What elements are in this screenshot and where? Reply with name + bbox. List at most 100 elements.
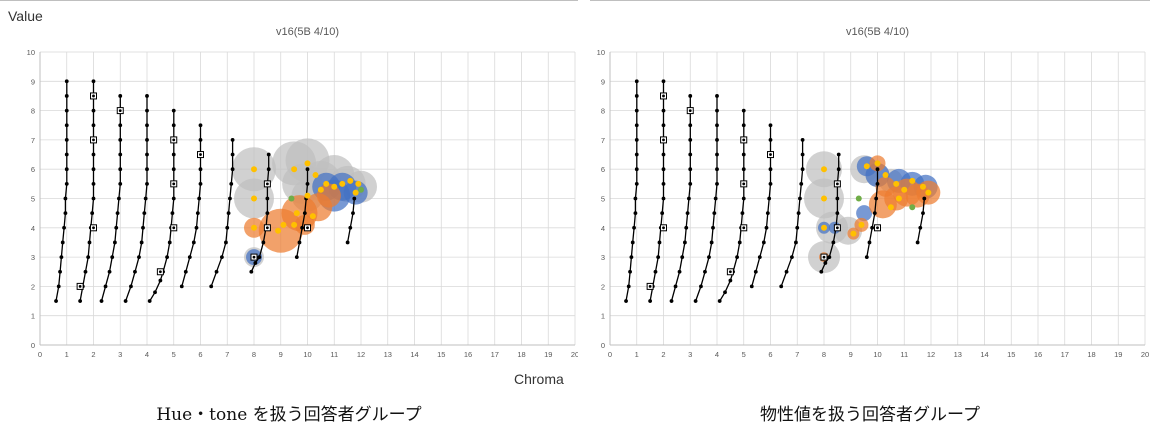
curve-marker (191, 240, 196, 245)
square-marker-dot (78, 285, 82, 288)
curve-marker (63, 196, 68, 201)
y-tick-label: 4 (601, 224, 605, 233)
curve-marker (62, 225, 66, 230)
x-tick-label: 14 (980, 350, 988, 359)
chart-title: v16(5B 4/10) (276, 26, 339, 38)
munsell-curve (751, 125, 772, 287)
data-point (251, 166, 257, 173)
x-tick-label: 7 (795, 350, 799, 359)
curve-marker (249, 269, 254, 274)
curve-marker (741, 196, 746, 201)
x-tick-label: 20 (1141, 350, 1149, 359)
curve-marker (823, 261, 828, 265)
curve-marker (790, 255, 794, 259)
data-point (821, 195, 827, 202)
curve-marker (656, 255, 661, 259)
curve-marker (103, 284, 108, 289)
curve-marker (86, 255, 91, 259)
x-tick-label: 9 (279, 350, 283, 359)
curve-marker (265, 211, 270, 216)
data-point (925, 189, 932, 196)
chart-left: v16(5B 4/10)0 1 2 3 4 5 6 7 8 9 10 11 12 13 14 15 16 17 18… (0, 0, 578, 359)
curve-marker (761, 240, 766, 245)
square-marker-dot (265, 182, 269, 186)
curve-marker (634, 123, 639, 128)
curve-marker (302, 211, 307, 216)
y-tick-label: 2 (601, 282, 605, 291)
data-point (895, 195, 902, 202)
x-tick-label: 1 (635, 350, 639, 359)
data-point (347, 177, 354, 184)
curve-marker (230, 138, 235, 142)
curve-marker (300, 225, 305, 230)
x-tick-label: 2 (661, 350, 665, 359)
curve-marker (768, 123, 773, 128)
curve-marker (717, 299, 722, 303)
square-marker-dot (742, 182, 746, 186)
curve-marker (78, 299, 83, 303)
data-point (251, 195, 257, 202)
curve-marker (171, 167, 176, 172)
square-marker-dot (118, 109, 122, 112)
munsell-curve (916, 198, 925, 243)
curve-marker (63, 211, 68, 216)
curve-marker (796, 211, 801, 216)
curve-marker (142, 211, 147, 216)
curve-marker (143, 196, 148, 201)
curve-marker (669, 299, 674, 303)
curve-marker (624, 299, 628, 303)
square-marker-dot (172, 182, 176, 186)
curve-marker (171, 108, 176, 113)
square-marker-dot (662, 226, 665, 230)
curve-marker (741, 152, 746, 157)
data-point (331, 183, 338, 190)
x-tick-label: 3 (688, 350, 692, 359)
curve-marker (145, 123, 149, 128)
x-tick-label: 0 (38, 350, 42, 359)
data-point (280, 221, 287, 228)
curve-marker (713, 196, 718, 201)
data-point (288, 195, 295, 202)
x-tick-label: 13 (384, 350, 392, 359)
munsell-curve (625, 81, 638, 302)
caption-right: 物性値を扱う回答者グループ (760, 405, 980, 425)
x-tick-label: 10 (873, 350, 881, 359)
data-point (909, 177, 916, 184)
munsell-curve (346, 198, 355, 243)
curve-marker (634, 138, 639, 142)
x-tick-label: 20 (571, 350, 578, 359)
square-marker-dot (835, 182, 839, 186)
curve-marker (187, 255, 192, 259)
curve-marker (684, 225, 689, 230)
curve-marker (123, 299, 128, 303)
square-marker-dot (742, 138, 746, 142)
y-tick-label: 0 (601, 341, 605, 350)
x-tick-label: 10 (303, 350, 311, 359)
x-tick-label: 4 (145, 350, 149, 359)
curve-marker (113, 240, 117, 245)
x-tick-label: 11 (330, 350, 338, 359)
curve-marker (741, 167, 746, 172)
curve-marker (737, 240, 742, 245)
curve-marker (117, 196, 121, 201)
curve-marker (661, 79, 666, 84)
curve-marker (709, 240, 714, 245)
square-marker-dot (92, 226, 95, 230)
data-point (339, 180, 346, 187)
data-point (850, 230, 857, 237)
curve-marker (648, 299, 653, 303)
x-tick-label: 1 (65, 350, 69, 359)
data-point (291, 166, 298, 173)
y-tick-label: 9 (601, 77, 605, 86)
data-point (919, 183, 926, 190)
curve-marker (145, 152, 149, 157)
square-marker-dot (742, 226, 746, 230)
curve-marker (661, 123, 666, 128)
curve-marker (628, 269, 632, 274)
curve-marker (661, 196, 666, 201)
data-point (323, 180, 330, 187)
y-tick-label: 10 (27, 48, 35, 57)
curve-marker (91, 123, 96, 128)
curve-marker (634, 152, 639, 157)
y-tick-label: 3 (601, 253, 605, 262)
